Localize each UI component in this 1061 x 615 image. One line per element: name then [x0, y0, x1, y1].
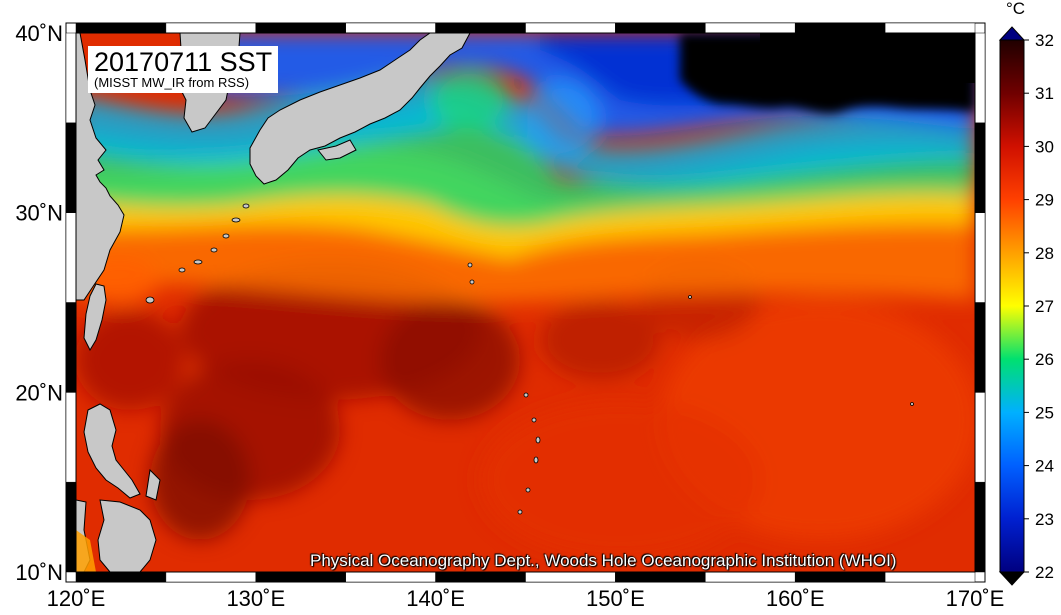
frame-segment-top [435, 22, 526, 34]
colorbar-tick-label: 25 [1035, 403, 1054, 422]
frame-segment-bottom [794, 571, 886, 583]
frame-segment-top [525, 22, 616, 34]
sst-field [76, 33, 975, 572]
map-subtitle: (MISST MW_IR from RSS) [94, 75, 250, 90]
colorbar-ticks: 22 23 24 25 26 27 28 29 30 31 32 [1024, 31, 1054, 582]
frame-segment-top [615, 22, 706, 34]
frame-segment-left [65, 122, 77, 213]
frame-segment-left [65, 302, 77, 393]
colorbar-tick-label: 22 [1035, 563, 1054, 582]
colorbar-gradient [999, 39, 1025, 573]
colorbar-tick-label: 24 [1035, 457, 1054, 476]
frame-segment-right [974, 302, 986, 393]
colorbar-tick-label: 30 [1035, 137, 1054, 156]
frame-segment-top [75, 22, 167, 34]
frame-segment-top [255, 22, 346, 34]
frame-segment-bottom [435, 571, 526, 583]
longitude-tick-label: 120˚E [47, 586, 106, 610]
colorbar-tick-label: 32 [1035, 31, 1054, 50]
latitude-tick-labels: 10˚N 20˚N 30˚N 40˚N [15, 21, 63, 585]
frame-segment-top [345, 22, 436, 34]
colorbar-tick-label: 27 [1035, 297, 1054, 316]
credit-text: Physical Oceanography Dept., Woods Hole … [310, 551, 897, 570]
map-title: 20170711 SST [94, 47, 273, 77]
frame-segment-bottom [345, 571, 436, 583]
longitude-tick-label: 160˚E [766, 586, 825, 610]
colorbar-tick-label: 23 [1035, 510, 1054, 529]
colorbar: °C 22 23 24 25 26 27 28 29 30 31 32 [998, 0, 1054, 586]
longitude-tick-labels: 120˚E 130˚E 140˚E 150˚E 160˚E 170˚E [47, 586, 1005, 611]
colorbar-tick-label: 28 [1035, 244, 1054, 263]
latitude-tick-label: 30˚N [15, 201, 63, 226]
longitude-tick-label: 130˚E [226, 586, 285, 610]
frame-segment-bottom [884, 571, 976, 583]
frame-segment-left [65, 392, 77, 483]
colorbar-tick-label: 31 [1035, 84, 1054, 103]
longitude-tick-label: 170˚E [946, 586, 1005, 610]
frame-segment-bottom [615, 571, 706, 583]
map-title-box: 20170711 SST (MISST MW_IR from RSS) [88, 46, 279, 93]
frame-segment-bottom [705, 571, 796, 583]
colorbar-extend-top [998, 26, 1026, 41]
frame-segment-right [974, 122, 986, 213]
frame-segment-bottom [165, 571, 257, 583]
frame-segment-left [65, 212, 77, 303]
frame-segment-right [974, 212, 986, 303]
colorbar-tick-label: 26 [1035, 350, 1054, 369]
frame-segment-top [794, 22, 886, 34]
colorbar-tick-label: 29 [1035, 191, 1054, 210]
colorbar-unit: °C [1006, 0, 1025, 18]
frame-segment-top [165, 22, 257, 34]
frame-segment-left [65, 32, 77, 124]
latitude-tick-label: 10˚N [15, 560, 63, 585]
latitude-tick-label: 40˚N [15, 21, 63, 46]
longitude-tick-label: 150˚E [586, 586, 645, 610]
frame-segment-bottom [255, 571, 346, 583]
frame-segment-right [974, 481, 986, 573]
longitude-tick-label: 140˚E [406, 586, 465, 610]
frame-segment-right [974, 392, 986, 483]
colorbar-extend-bottom [998, 571, 1026, 586]
latitude-tick-label: 20˚N [15, 380, 63, 405]
frame-segment-right [974, 32, 986, 124]
frame-segment-left [65, 481, 77, 573]
frame-segment-bottom [525, 571, 616, 583]
frame-segment-top [884, 22, 976, 34]
frame-segment-top [705, 22, 796, 34]
frame-segment-bottom [75, 571, 167, 583]
